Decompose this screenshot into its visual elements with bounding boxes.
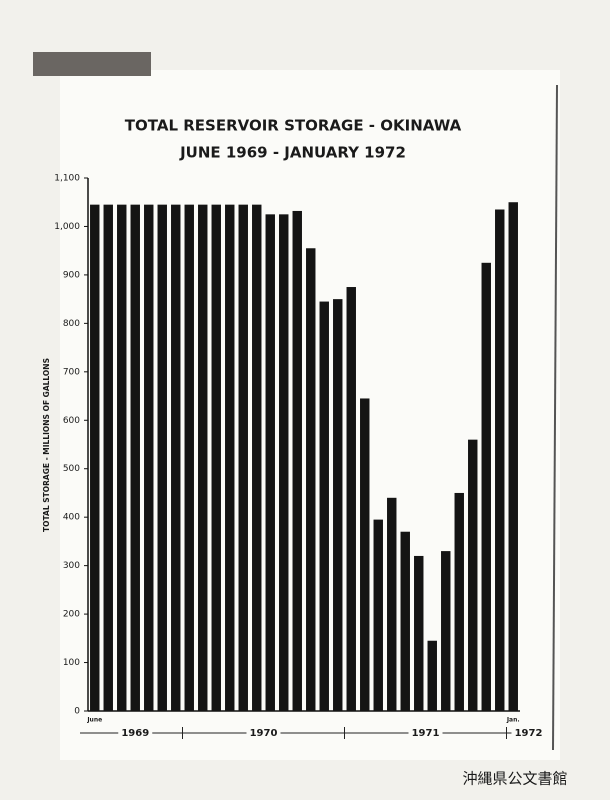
bar: [90, 204, 100, 711]
bar: [306, 248, 316, 711]
bar: [333, 299, 343, 711]
y-tick-label: 100: [63, 658, 80, 668]
bar: [144, 204, 154, 711]
x-tick-label: June: [86, 717, 102, 724]
bar: [238, 204, 248, 711]
bar: [117, 204, 127, 711]
bar: [441, 551, 451, 711]
bar: [468, 439, 478, 711]
y-tick-label: 400: [63, 513, 80, 523]
chart-subtitle: JUNE 1969 - JANUARY 1972: [179, 144, 406, 162]
paper-edge: [552, 84, 558, 751]
bar: [252, 204, 262, 711]
y-tick-label: 300: [63, 561, 80, 571]
year-label-bg: [118, 726, 153, 740]
y-tick-label: 900: [63, 270, 80, 280]
y-tick-label: 0: [74, 707, 80, 717]
bar: [157, 204, 167, 711]
bar: [279, 214, 289, 711]
bar: [508, 202, 518, 711]
bar: [346, 287, 356, 711]
bar: [198, 204, 208, 711]
tape-strip: [33, 52, 151, 76]
year-label: 1970: [250, 728, 278, 739]
chart-title: TOTAL RESERVOIR STORAGE - OKINAWA: [125, 117, 462, 135]
bar: [454, 492, 464, 711]
bar: [481, 262, 491, 711]
x-tick-label: Jan.: [506, 717, 520, 724]
y-axis-label: TOTAL STORAGE - MILLIONS OF GALLONS: [42, 358, 51, 532]
y-tick-label: 200: [63, 610, 80, 620]
y-tick-label: 700: [63, 367, 80, 377]
bar: [130, 204, 140, 711]
bar: [319, 301, 329, 711]
year-label: 1971: [412, 728, 440, 739]
year-label: 1969: [121, 728, 149, 739]
y-tick-label: 600: [63, 416, 80, 426]
y-tick-label: 1,000: [54, 222, 80, 232]
y-tick-label: 500: [63, 464, 80, 474]
bar: [292, 210, 302, 711]
bar: [184, 204, 194, 711]
bar: [103, 204, 113, 711]
bar: [265, 214, 275, 711]
y-tick-label: 1,100: [54, 174, 80, 184]
bar: [400, 531, 410, 711]
bar: [387, 497, 397, 711]
year-label-bg: [408, 726, 443, 740]
year-label: 1972: [515, 728, 543, 739]
bar: [427, 640, 437, 711]
bar: [414, 555, 424, 711]
bar: [360, 398, 370, 711]
year-label-bg: [511, 726, 546, 740]
y-tick-label: 800: [63, 319, 80, 329]
year-label-bg: [246, 726, 281, 740]
bar: [171, 204, 181, 711]
bar: [373, 519, 383, 711]
bar: [495, 209, 505, 711]
watermark: 沖縄県公文書館: [462, 770, 567, 788]
bar: [211, 204, 221, 711]
bar: [225, 204, 235, 711]
